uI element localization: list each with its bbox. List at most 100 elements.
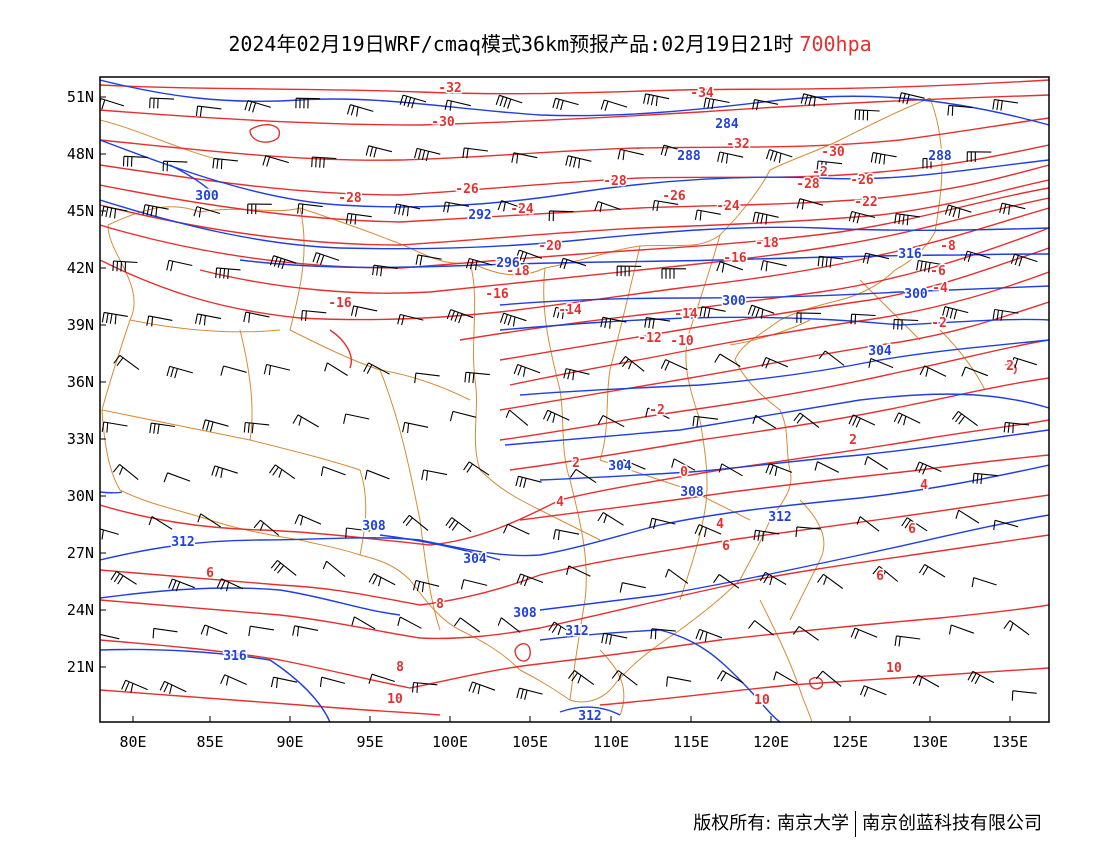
wind-barb-stroke bbox=[253, 519, 280, 536]
wind-barb bbox=[101, 311, 128, 325]
temperature-label: -26 bbox=[850, 173, 874, 188]
wind-barb bbox=[350, 305, 378, 317]
wind-barb-stroke bbox=[243, 421, 270, 434]
wind-barb-stroke bbox=[101, 205, 128, 219]
wind-barb bbox=[594, 200, 621, 213]
wind-barb-stroke bbox=[966, 151, 992, 162]
wind-barb bbox=[159, 680, 187, 695]
wind-barb bbox=[368, 573, 396, 587]
wind-barb-stroke bbox=[761, 356, 789, 369]
wind-barb-stroke bbox=[368, 573, 396, 587]
wind-barb bbox=[212, 157, 238, 170]
wind-barb bbox=[100, 528, 119, 540]
wind-barb-stroke bbox=[652, 199, 679, 212]
wind-barb bbox=[645, 407, 670, 419]
wind-barb-stroke bbox=[200, 624, 228, 636]
wind-barb-stroke bbox=[110, 570, 137, 585]
height-label: 304 bbox=[463, 552, 487, 567]
wind-barb bbox=[345, 212, 372, 225]
temperature-label: -24 bbox=[510, 202, 534, 217]
wind-barb bbox=[397, 616, 422, 629]
wind-barb-stroke bbox=[294, 514, 322, 526]
wind-barb bbox=[600, 99, 628, 111]
wind-barb-stroke bbox=[594, 200, 621, 213]
wind-barb-stroke bbox=[559, 257, 587, 270]
wind-barb bbox=[197, 513, 222, 528]
wind-barb-stroke bbox=[992, 308, 1019, 321]
height-label: 312 bbox=[768, 510, 791, 525]
wind-barb bbox=[753, 529, 780, 542]
wind-barb bbox=[716, 670, 744, 684]
wind-barb bbox=[100, 633, 120, 640]
wind-barb-stroke bbox=[760, 260, 787, 272]
wind-barb-stroke bbox=[660, 144, 688, 157]
wind-barb bbox=[345, 527, 371, 538]
wind-barb bbox=[446, 309, 474, 324]
temperature-label: -32 bbox=[438, 81, 461, 96]
country-border-lines bbox=[100, 97, 986, 722]
wind-barb-stroke bbox=[600, 316, 627, 329]
wind-barb-stroke bbox=[100, 528, 119, 540]
wind-barb-stroke bbox=[872, 565, 899, 582]
wind-barb-stroke bbox=[270, 676, 298, 688]
wind-barb-stroke bbox=[211, 465, 238, 478]
temperature-label: -14 bbox=[674, 307, 698, 322]
wind-barb-stroke bbox=[215, 267, 241, 279]
temperature-label: -12 bbox=[638, 331, 661, 346]
wind-barb bbox=[122, 155, 148, 167]
wind-barb bbox=[699, 306, 726, 319]
wind-barb bbox=[397, 313, 424, 326]
wind-barb bbox=[660, 359, 688, 371]
wind-barb-stroke bbox=[197, 513, 222, 528]
wind-barb-stroke bbox=[350, 305, 378, 317]
wind-barb bbox=[814, 461, 840, 473]
footer-credits: 版权所有: 南京大学 南京创蓝科技有限公司 bbox=[693, 809, 1042, 837]
wind-barb bbox=[148, 516, 173, 530]
wind-barb-stroke bbox=[619, 582, 646, 593]
wind-barb-stroke bbox=[343, 413, 370, 424]
temperature-label: 10 bbox=[886, 661, 902, 676]
copyright-text: 版权所有: 南京大学 bbox=[693, 813, 849, 834]
wind-barb bbox=[760, 260, 787, 272]
wind-barb-stroke bbox=[166, 259, 193, 272]
wind-barb bbox=[516, 573, 544, 587]
wind-barb-stroke bbox=[402, 421, 429, 434]
wind-barb-stroke bbox=[122, 155, 148, 167]
height-label: 300 bbox=[904, 287, 928, 302]
wind-barb-stroke bbox=[817, 255, 844, 268]
wind-barb-stroke bbox=[854, 109, 880, 121]
wind-barb bbox=[872, 565, 899, 582]
wind-barb bbox=[951, 410, 978, 427]
wind-barb bbox=[468, 681, 496, 695]
wind-barb bbox=[292, 414, 319, 428]
wind-barb-stroke bbox=[263, 363, 291, 376]
wind-barb-stroke bbox=[773, 671, 798, 685]
wind-barb bbox=[112, 260, 138, 272]
wind-barb bbox=[1011, 690, 1037, 701]
wind-barb bbox=[248, 625, 275, 637]
lon-tick-label: 130E bbox=[912, 733, 948, 751]
lon-tick-label: 85E bbox=[196, 733, 223, 751]
wind-barb-stroke bbox=[850, 627, 878, 640]
wind-barb bbox=[752, 414, 777, 429]
wind-barb-stroke bbox=[815, 670, 842, 687]
wind-barb-stroke bbox=[505, 409, 529, 426]
wind-barb bbox=[817, 573, 844, 589]
wind-barb-stroke bbox=[718, 463, 743, 477]
temperature-label: 10 bbox=[387, 692, 403, 707]
temperature-label: 2 bbox=[1006, 359, 1014, 374]
wind-barb bbox=[597, 512, 624, 526]
wind-barb-stroke bbox=[912, 674, 940, 688]
wind-barb bbox=[914, 461, 942, 475]
height-label: 308 bbox=[513, 606, 537, 621]
wind-barb bbox=[295, 97, 321, 109]
wind-barb bbox=[600, 316, 627, 329]
temperature-label: -18 bbox=[755, 236, 779, 251]
wind-barb-stroke bbox=[414, 147, 441, 162]
wind-barb bbox=[499, 312, 527, 327]
temperature-label: -26 bbox=[455, 182, 479, 197]
lat-tick-label: 21N bbox=[67, 658, 94, 676]
wind-barb-stroke bbox=[311, 156, 337, 168]
wind-barb-stroke bbox=[262, 155, 289, 167]
wind-barb bbox=[465, 257, 493, 271]
